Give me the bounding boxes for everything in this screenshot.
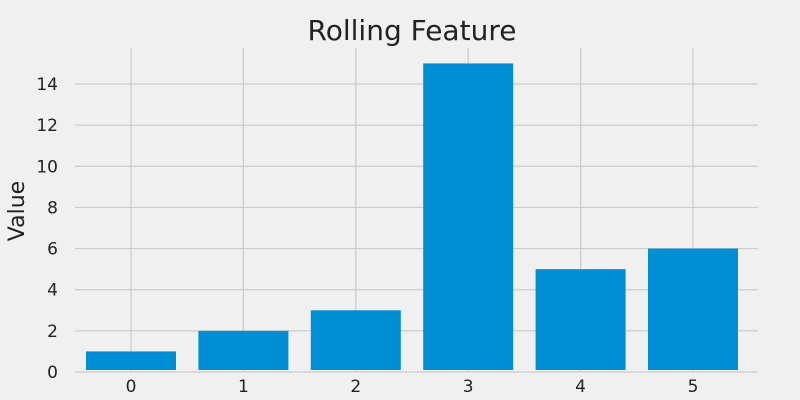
y-tick-label: 2 xyxy=(47,322,58,342)
bars xyxy=(86,63,738,371)
x-tick-label: 5 xyxy=(688,377,699,397)
x-tick-label: 2 xyxy=(350,377,361,397)
bar-1 xyxy=(198,330,289,370)
y-tick-label: 8 xyxy=(47,198,58,218)
y-tick-label: 0 xyxy=(47,363,58,383)
y-tick-label: 10 xyxy=(36,157,58,177)
y-tick-label: 14 xyxy=(36,75,58,95)
y-tick-label: 12 xyxy=(36,116,58,136)
bar-2 xyxy=(310,310,401,370)
x-tick-label: 0 xyxy=(126,377,137,397)
bar-0 xyxy=(86,351,176,370)
x-tick-label: 3 xyxy=(463,377,474,397)
y-tick-label: 4 xyxy=(47,281,58,301)
bar-5 xyxy=(648,248,738,370)
x-tick-label: 4 xyxy=(575,377,586,397)
chart-title: Rolling Feature xyxy=(308,14,517,47)
y-axis-label: Value xyxy=(5,181,30,241)
y-axis-ticks: 0 2 4 6 8 10 12 14 xyxy=(36,75,58,383)
bar-3 xyxy=(423,63,514,371)
y-tick-label: 6 xyxy=(47,240,58,260)
bar-4 xyxy=(535,269,626,370)
x-tick-label: 1 xyxy=(238,377,249,397)
x-axis-ticks: 0 1 2 3 4 5 xyxy=(126,377,699,397)
